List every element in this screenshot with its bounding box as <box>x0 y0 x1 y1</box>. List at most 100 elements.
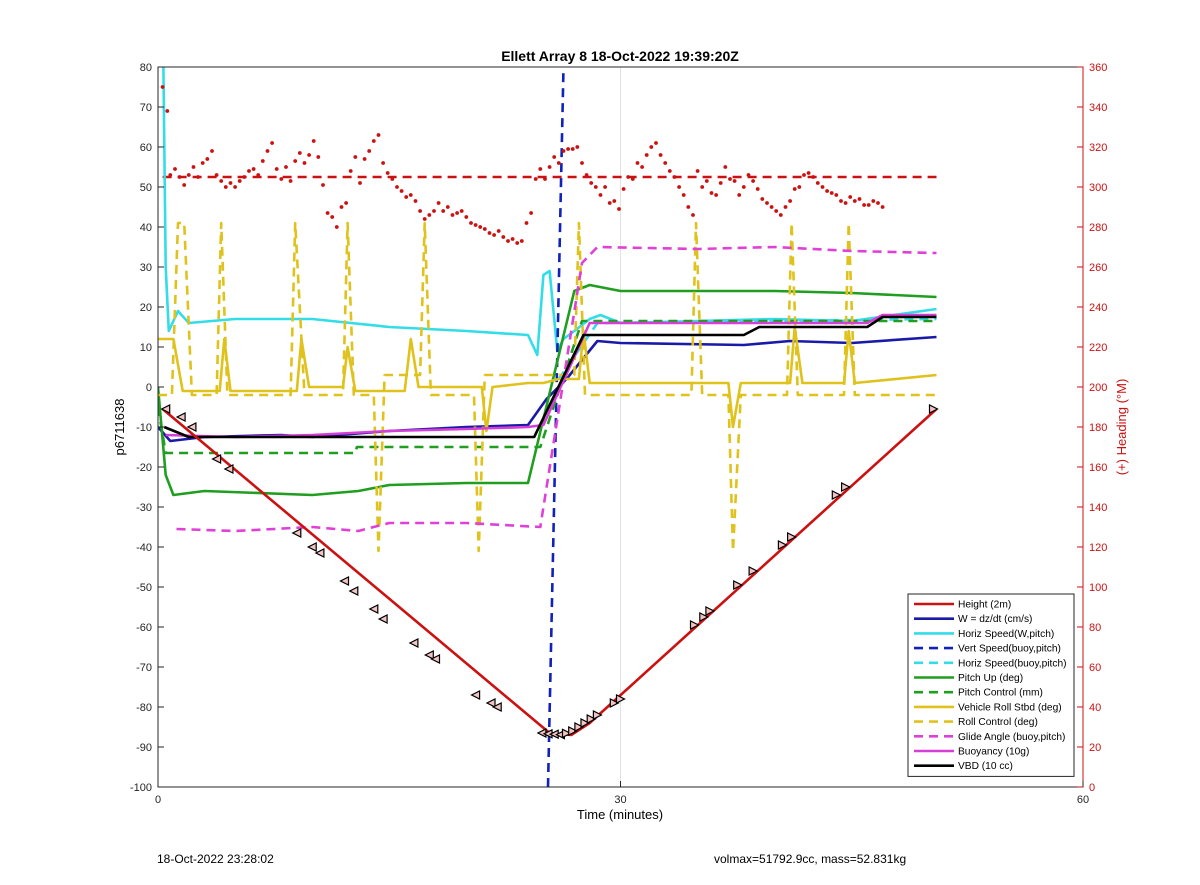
legend-label-vert-speed-buoy-pitch: Vert Speed(buoy,pitch) <box>958 644 1061 655</box>
y2-tick-label: 240 <box>1089 302 1107 314</box>
height-marker <box>339 576 350 586</box>
chart-title: Ellett Array 8 18-Oct-2022 19:39:20Z <box>501 48 739 64</box>
legend-box <box>907 593 1075 777</box>
heading-point <box>515 241 520 245</box>
heading-point <box>519 239 524 243</box>
heading-point <box>714 193 718 197</box>
heading-point <box>755 187 760 191</box>
heading-point <box>695 169 700 173</box>
heading-point <box>649 145 654 149</box>
y2-tick-label: 360 <box>1089 62 1107 74</box>
y-tick-label: -100 <box>130 782 152 794</box>
height-marker <box>786 532 797 542</box>
heading-point <box>242 175 247 179</box>
heading-point <box>797 185 802 189</box>
heading-point <box>617 207 621 211</box>
height-marker <box>211 454 222 464</box>
series-line-pitch-control-mm <box>158 319 937 455</box>
heading-point <box>857 197 862 201</box>
series-line-roll-control-deg <box>158 221 937 553</box>
x-tick-label: 60 <box>1077 794 1089 806</box>
y-tick-label: 70 <box>140 102 152 114</box>
heading-point <box>533 177 538 181</box>
heading-point <box>334 225 339 229</box>
height-marker <box>306 542 317 552</box>
heading-point <box>200 161 205 165</box>
series-line-pitch-up-deg <box>158 283 937 497</box>
series-line-vehicle-roll-stbd-deg <box>158 325 937 433</box>
height-marker <box>609 698 620 708</box>
legend-label-buoyancy-10g: Buoyancy (10g) <box>958 747 1029 758</box>
heading-point <box>399 189 404 193</box>
height-marker <box>430 654 441 664</box>
heading-point <box>686 205 691 209</box>
heading-point <box>196 175 201 179</box>
y2-tick-label: 100 <box>1089 582 1107 594</box>
heading-point <box>251 167 256 171</box>
heading-point <box>524 221 529 225</box>
y2-tick-label: 160 <box>1089 462 1107 474</box>
heading-point <box>339 205 344 209</box>
footer-vehicle-info: volmax=51792.9cc, mass=52.831kg <box>714 852 907 866</box>
heading-point <box>237 179 242 183</box>
x-tick-label: 30 <box>614 794 626 806</box>
legend-label-pitch-control-mm: Pitch Control (mm) <box>958 688 1043 699</box>
heading-point <box>330 215 335 219</box>
heading-point <box>293 159 298 163</box>
heading-point <box>358 181 362 185</box>
height-marker <box>175 412 186 422</box>
y-tick-label: -70 <box>136 662 152 674</box>
height-marker <box>423 650 434 660</box>
heading-point <box>704 179 709 183</box>
series-layer <box>158 67 939 787</box>
height-marker <box>485 698 496 708</box>
axes-layer: -100-90-80-70-60-50-40-30-20-10010203040… <box>130 62 1107 806</box>
heading-point <box>307 153 311 157</box>
y-tick-label: -10 <box>136 422 152 434</box>
y-axis-label: p6711638 <box>112 399 127 456</box>
heading-point <box>612 199 617 203</box>
heading-point <box>367 149 372 153</box>
heading-point <box>792 187 797 191</box>
y-tick-label: 60 <box>140 142 152 154</box>
heading-point <box>876 201 880 205</box>
heading-point <box>802 173 806 177</box>
y2-tick-label: 120 <box>1089 542 1107 554</box>
heading-point <box>173 167 177 171</box>
heading-point <box>584 173 589 177</box>
heading-point <box>538 167 543 171</box>
heading-point <box>598 193 603 197</box>
heading-point <box>820 185 825 189</box>
height-marker <box>831 490 842 500</box>
heading-point <box>348 169 353 173</box>
heading-point <box>284 165 288 169</box>
y2-tick-label: 40 <box>1089 702 1101 714</box>
heading-point <box>270 141 274 145</box>
heading-point <box>866 203 871 207</box>
legend: Height (2m) W = dz/dt (cm/s) Horiz Speed(W… <box>907 593 1075 777</box>
heading-point <box>450 213 455 217</box>
heading-point <box>732 179 737 183</box>
heading-point <box>487 231 492 235</box>
height-marker <box>840 482 851 492</box>
heading-point <box>640 165 644 169</box>
heading-point <box>811 175 816 179</box>
heading-point <box>390 177 395 181</box>
heading-point <box>852 199 857 203</box>
height-marker <box>777 540 788 550</box>
heading-point <box>552 155 557 159</box>
heading-point <box>205 157 210 161</box>
heading-point <box>214 173 219 177</box>
heading-point <box>371 139 376 143</box>
series-line-glide-angle-buoy-pitch <box>176 245 937 533</box>
heading-point <box>473 223 478 227</box>
heading-point <box>496 229 501 233</box>
heading-point <box>691 213 695 217</box>
y-tick-label: 0 <box>146 382 152 394</box>
heading-point <box>783 205 788 209</box>
heading-point <box>395 185 399 189</box>
heading-point <box>575 145 580 149</box>
heading-point <box>839 199 843 203</box>
heading-point <box>441 209 446 213</box>
y2-tick-label: 20 <box>1089 742 1101 754</box>
